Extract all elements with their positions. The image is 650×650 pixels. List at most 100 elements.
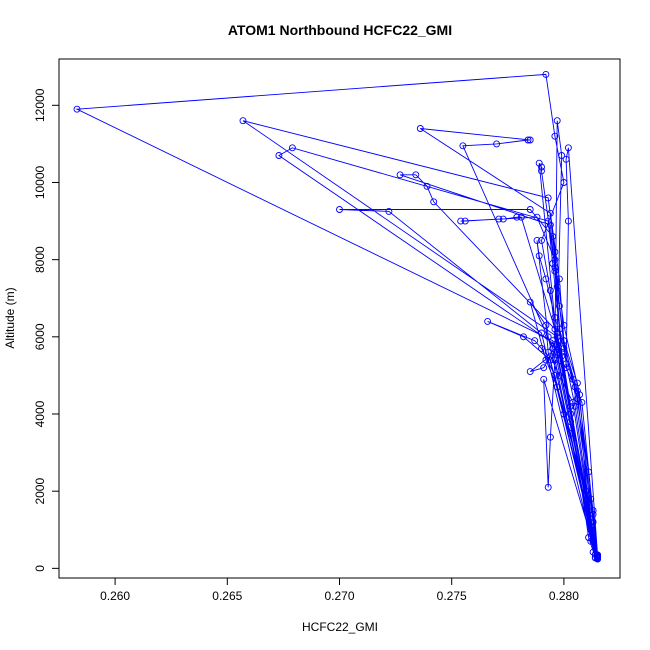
data-point — [569, 398, 577, 406]
data-point — [571, 383, 579, 391]
data-point — [535, 252, 543, 260]
data-point — [564, 144, 572, 152]
data-point — [546, 209, 554, 217]
data-point — [73, 105, 81, 113]
data-point — [549, 260, 557, 267]
data-point — [553, 341, 561, 348]
x-tick-label: 0.260 — [100, 589, 130, 603]
data-point — [546, 287, 554, 294]
data-point — [544, 217, 552, 225]
data-point — [538, 167, 545, 175]
data-point — [493, 140, 501, 148]
data-point — [533, 236, 541, 244]
data-point — [562, 360, 570, 368]
data-point — [513, 213, 521, 221]
data-point — [540, 375, 548, 383]
data-point — [412, 171, 420, 179]
data-point — [542, 70, 550, 78]
data-point — [567, 402, 575, 410]
data-point — [551, 263, 559, 271]
data-point — [549, 344, 557, 352]
data-point — [567, 418, 575, 426]
data-point — [587, 522, 595, 530]
data-point — [551, 371, 559, 379]
data-point — [538, 329, 545, 337]
data-point — [546, 352, 554, 360]
data-point — [587, 526, 595, 534]
y-tick-label: 10000 — [33, 165, 47, 199]
data-point — [589, 518, 597, 526]
data-point — [587, 530, 595, 538]
data-point — [560, 179, 568, 186]
x-axis: 0.260 0.265 0.270 0.275 0.280 — [100, 577, 579, 603]
data-point — [589, 510, 597, 518]
data-point — [587, 514, 595, 522]
data-point — [457, 217, 465, 225]
data-point — [589, 507, 597, 514]
data-point — [594, 555, 602, 563]
data-point — [558, 352, 566, 360]
data-point — [461, 217, 469, 225]
data-point — [544, 194, 552, 202]
data-point — [275, 152, 283, 159]
data-point — [553, 333, 561, 341]
data-point — [562, 364, 570, 372]
data-point — [589, 548, 597, 556]
data-point — [542, 356, 550, 364]
data-point — [555, 302, 563, 310]
data-point — [549, 337, 557, 345]
data-point — [549, 233, 557, 240]
data-point — [551, 356, 559, 364]
data-point — [551, 341, 559, 348]
data-point — [546, 221, 554, 229]
data-point — [520, 333, 527, 341]
data-point — [538, 236, 545, 244]
data-point — [535, 159, 543, 167]
data-point — [578, 398, 586, 406]
x-axis-label: HCFC22_GMI — [302, 620, 378, 634]
data-point — [551, 256, 559, 264]
data-point — [517, 213, 525, 221]
data-point — [562, 155, 570, 163]
data-point — [499, 215, 507, 223]
data-point — [524, 136, 532, 144]
data-point — [544, 483, 552, 491]
y-tick-label: 4000 — [33, 400, 47, 427]
x-tick-label: 0.280 — [549, 589, 579, 603]
data-point — [239, 117, 247, 125]
data-point — [544, 333, 552, 341]
data-point — [553, 348, 561, 356]
data-point — [573, 395, 581, 403]
data-point — [558, 152, 566, 159]
data-point — [553, 329, 561, 337]
chart-title: ATOM1 Northbound HCFC22_GMI — [228, 22, 452, 38]
data-point — [560, 321, 568, 329]
data-point — [288, 144, 296, 152]
data-point — [589, 530, 597, 538]
data-point — [542, 321, 550, 329]
x-tick-label: 0.270 — [324, 589, 354, 603]
data-point — [553, 383, 561, 391]
data-point — [551, 132, 559, 140]
data-point — [567, 429, 575, 437]
data-point — [582, 491, 590, 499]
data-point — [560, 410, 568, 418]
data-point — [555, 371, 563, 379]
data-point — [526, 368, 534, 376]
data-point — [553, 283, 561, 291]
data-point — [495, 215, 503, 223]
data-point — [585, 468, 593, 476]
data-point — [551, 314, 559, 321]
data-point — [538, 344, 545, 352]
x-tick-label: 0.265 — [212, 589, 242, 603]
data-point — [553, 117, 561, 125]
data-point — [533, 213, 541, 221]
data-point — [423, 182, 431, 190]
y-tick-label: 6000 — [33, 323, 47, 350]
data-point — [573, 387, 581, 395]
data-point — [555, 325, 563, 333]
data-point — [551, 325, 559, 333]
data-point — [585, 534, 593, 541]
